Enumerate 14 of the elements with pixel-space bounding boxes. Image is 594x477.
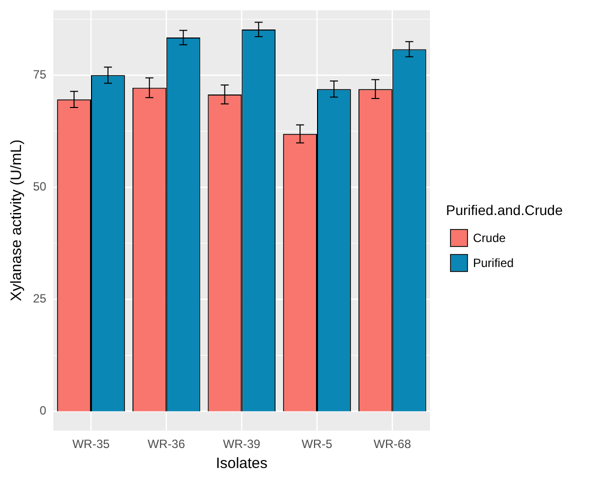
legend-label: Purified [473,254,514,272]
x-tick-label: WR-39 [223,437,261,452]
y-tick-label: 25 [32,292,47,306]
y-tick-label: 0 [40,404,47,418]
x-tick-label: WR-36 [148,437,186,452]
x-tick-label: WR-35 [72,437,110,452]
y-tick-label: 75 [32,68,47,82]
legend-title: Purified.and.Crude [446,202,563,218]
y-axis-title: Xylanase activity (U/mL) [8,140,26,302]
legend-label: Crude [473,230,506,246]
x-tick-label: WR-5 [302,437,333,452]
x-axis-title: Isolates [216,455,268,472]
y-tick-label: 50 [32,180,47,194]
x-tick-label: WR-68 [374,437,412,452]
